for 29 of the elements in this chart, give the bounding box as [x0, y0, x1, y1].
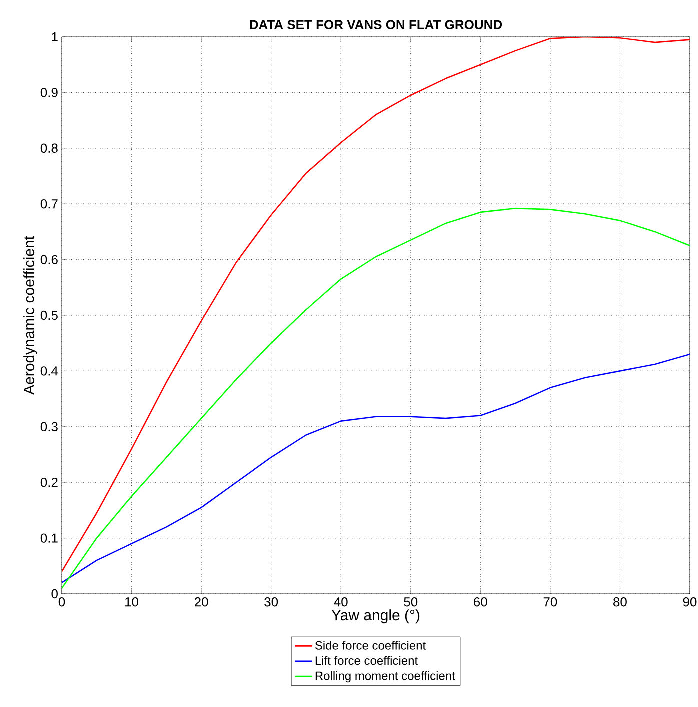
- y-tick-label: 0.5: [40, 310, 58, 320]
- y-tick-label: 0.2: [40, 478, 58, 488]
- y-axis-title: Aerodynamic coefficient: [24, 236, 38, 395]
- legend-label: Side force coefficient: [315, 641, 426, 650]
- x-tick-label: 50: [404, 598, 418, 607]
- x-tick-label: 70: [544, 598, 558, 607]
- legend-label: Lift force coefficient: [316, 656, 418, 666]
- y-tick-label: 0.6: [40, 255, 58, 264]
- y-tick-label: 0.8: [40, 144, 58, 153]
- y-tick-label: 1: [52, 32, 58, 42]
- x-tick-label: 30: [264, 598, 278, 607]
- x-tick-label: 20: [194, 598, 208, 607]
- y-tick-label: 0.3: [40, 422, 58, 432]
- y-tick-label: 0.7: [40, 199, 58, 209]
- x-axis-title: Yaw angle (°): [332, 610, 420, 624]
- chart-title: DATA SET FOR VANS ON FLAT GROUND: [250, 20, 502, 30]
- x-tick-label: 60: [474, 598, 488, 607]
- line-series: [62, 37, 690, 572]
- x-tick-label: 10: [126, 598, 138, 607]
- y-tick-label: 0: [52, 589, 58, 599]
- y-tick-label: 0.1: [40, 534, 58, 543]
- x-tick-label: 0: [58, 598, 66, 607]
- y-tick-label: 0.9: [40, 88, 58, 98]
- legend-label: Rolling moment coefficient: [316, 671, 456, 683]
- line-series: [62, 208, 690, 590]
- x-tick-label: 40: [334, 598, 348, 607]
- x-tick-label: 90: [683, 598, 697, 607]
- x-tick-label: 80: [614, 598, 627, 607]
- y-tick-label: 0.4: [40, 366, 58, 376]
